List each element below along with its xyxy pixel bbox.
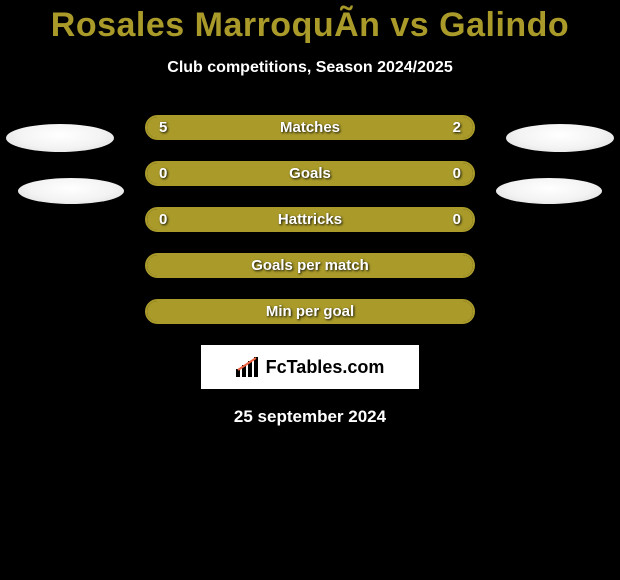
stat-value-right: 0 [453,209,461,230]
bar-fill-full [147,255,473,276]
stat-row-hattricks: 00Hattricks [145,207,475,232]
stat-row-matches: 52Matches [145,115,475,140]
stat-value-left: 0 [159,163,167,184]
bar-chart-icon [236,357,260,377]
avatar-placeholder-right-1 [506,124,614,152]
source-badge-text: FcTables.com [266,357,385,378]
avatar-placeholder-right-2 [496,178,602,204]
avatar-placeholder-left-1 [6,124,114,152]
bar-fill-full [147,163,473,184]
bar-fill-full [147,301,473,322]
avatar-placeholder-left-2 [18,178,124,204]
comparison-infographic: Rosales MarroquÃ­n vs Galindo Club compe… [0,0,620,580]
date-stamp: 25 september 2024 [0,407,620,427]
stat-row-min-per-goal: Min per goal [145,299,475,324]
stat-value-right: 2 [453,117,461,138]
stat-value-right: 0 [453,163,461,184]
stat-bars: 52Matches00Goals00HattricksGoals per mat… [145,115,475,324]
stat-row-goals-per-match: Goals per match [145,253,475,278]
stat-row-goals: 00Goals [145,161,475,186]
subtitle: Club competitions, Season 2024/2025 [0,59,620,77]
page-title: Rosales MarroquÃ­n vs Galindo [0,6,620,45]
source-badge: FcTables.com [201,345,419,389]
stat-value-left: 0 [159,209,167,230]
stat-value-left: 5 [159,117,167,138]
bar-fill-full [147,209,473,230]
bar-fill-left [147,117,380,138]
